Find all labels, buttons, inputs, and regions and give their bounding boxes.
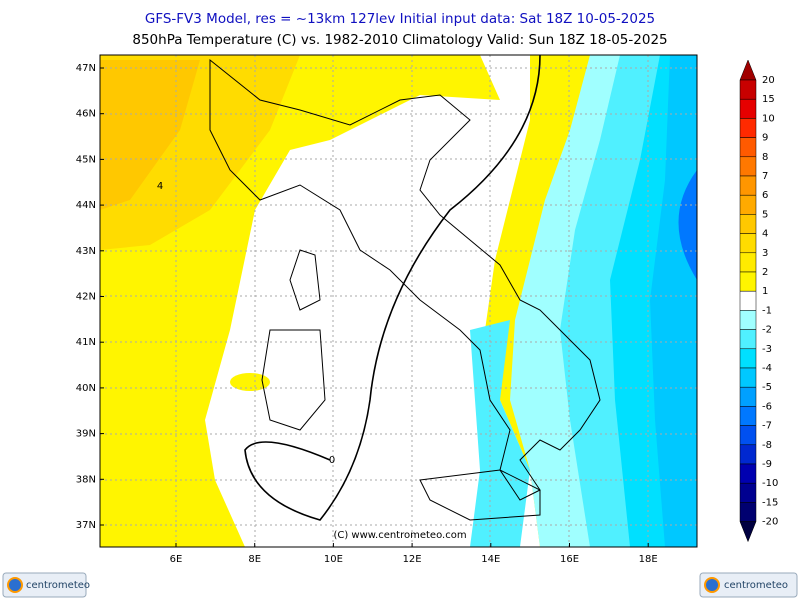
colorbar-label: -4: [762, 363, 772, 374]
lat-label: 42N: [76, 292, 96, 303]
colorbar-segment: [739, 425, 757, 446]
colorbar-segment: [739, 137, 757, 158]
lat-label: 47N: [76, 63, 96, 74]
colorbar-label: 9: [762, 133, 768, 144]
colorbar-segment: [739, 348, 757, 369]
colorbar-segment: [739, 406, 757, 426]
map: 4 0 (C) www.centrometeo.com: [99, 54, 698, 548]
graticule: [100, 55, 697, 547]
lon-label: 16E: [560, 554, 579, 565]
colorbar-segment: [739, 252, 757, 273]
colorbar-segment: [739, 118, 757, 138]
contour-label: 0: [329, 455, 335, 466]
zero-isotherm: [244, 55, 541, 521]
colorbar-segment: [739, 329, 757, 350]
colorbar-label: -7: [762, 421, 772, 432]
lat-label: 39N: [76, 429, 96, 440]
logo-right: centrometeo: [699, 572, 798, 598]
logo-text: centrometeo: [724, 580, 788, 591]
lon-label: 12E: [403, 554, 422, 565]
colorbar-label: 10: [762, 113, 775, 124]
logo-box: [2, 572, 87, 598]
colorbar-segment: [739, 463, 757, 484]
colorbar-segment: [739, 310, 757, 330]
lat-label: 44N: [76, 200, 96, 211]
copyright: (C) www.centrometeo.com: [333, 530, 466, 541]
axes: 47N 46N 45N 44N 43N 42N 41N 40N 39N 38N 37N 6E 8E 10E…: [76, 63, 658, 565]
map-frame: [99, 54, 698, 548]
lat-label: 46N: [76, 109, 96, 120]
colorbar-label: 8: [762, 152, 768, 163]
colorbar-label: 1: [762, 286, 768, 297]
warm-area-3: [100, 60, 200, 210]
lat-label: 38N: [76, 474, 96, 485]
colorbar-label: 4: [762, 229, 768, 240]
colorbar-segment: [739, 482, 757, 503]
colorbar-segment: [739, 156, 757, 177]
colorbar-label: -5: [762, 382, 772, 393]
logo-icon: [7, 577, 23, 593]
colorbar-label: -2: [762, 325, 772, 336]
lat-label: 43N: [76, 246, 96, 257]
colorbar-label: 3: [762, 248, 768, 259]
colorbar-label: -3: [762, 344, 772, 355]
lat-label: 40N: [76, 383, 96, 394]
colorbar-segment: [739, 444, 757, 465]
colorbar-segment: [739, 194, 757, 215]
warm-patch: [230, 373, 270, 391]
logo-text: centrometeo: [26, 580, 90, 591]
colorbar-label: -9: [762, 459, 772, 470]
colorbar-label: -1: [762, 305, 772, 316]
colorbar-segment: [739, 271, 757, 292]
lat-label: 41N: [76, 337, 96, 348]
lat-label: 45N: [76, 154, 96, 165]
colorbar-segment: [739, 367, 757, 388]
colorbar-label: 5: [762, 209, 768, 220]
cool-area-5: [650, 55, 697, 547]
colorbar-label: 7: [762, 171, 768, 182]
title-line1: GFS-FV3 Model, res = ~13km 127lev Initia…: [145, 11, 655, 27]
lon-label: 10E: [324, 554, 343, 565]
colorbar-label: 20: [762, 75, 775, 86]
colorbar-segment: [739, 59, 757, 81]
colorbar-label: -8: [762, 440, 772, 451]
colorbar-label: -6: [762, 401, 772, 412]
colorbar-label: 6: [762, 190, 768, 201]
colorbar-segment: [739, 214, 757, 234]
logo-left: centrometeo: [2, 572, 90, 598]
colorbar-segment: [739, 79, 757, 100]
logo-icon: [704, 577, 720, 593]
colorbar-segment: [739, 521, 757, 543]
colorbar-label: -10: [762, 478, 778, 489]
colorbar-segment: [739, 98, 757, 119]
colorbar-segment: [739, 290, 757, 311]
colorbar-segment: [739, 233, 757, 254]
lon-label: 8E: [248, 554, 261, 565]
colorbar-label: 15: [762, 94, 775, 105]
colorbar-segment: [739, 175, 757, 196]
colorbar-label: -20: [762, 517, 778, 528]
lat-label: 37N: [76, 520, 96, 531]
colorbar-segment: [739, 386, 757, 407]
lon-label: 14E: [481, 554, 500, 565]
contour-label: 4: [157, 181, 163, 192]
colorbar-label: -15: [762, 497, 778, 508]
colorbar-segment: [739, 502, 757, 522]
coastline: [209, 58, 601, 521]
colorbar-label: 2: [762, 267, 768, 278]
cool-area-6: [678, 170, 697, 280]
title-line2: 850hPa Temperature (C) vs. 1982-2010 Cli…: [132, 32, 667, 48]
logo-box: [699, 572, 798, 598]
lon-label: 18E: [639, 554, 658, 565]
colorbar: 20 15 10 9 8 7 6 5 4 3 2 1 -1 -2 -3 -4 -5 -6 -7 -8 -9 -10 -15 -…: [739, 59, 778, 543]
neutral-area: [205, 55, 540, 547]
lon-label: 6E: [170, 554, 183, 565]
